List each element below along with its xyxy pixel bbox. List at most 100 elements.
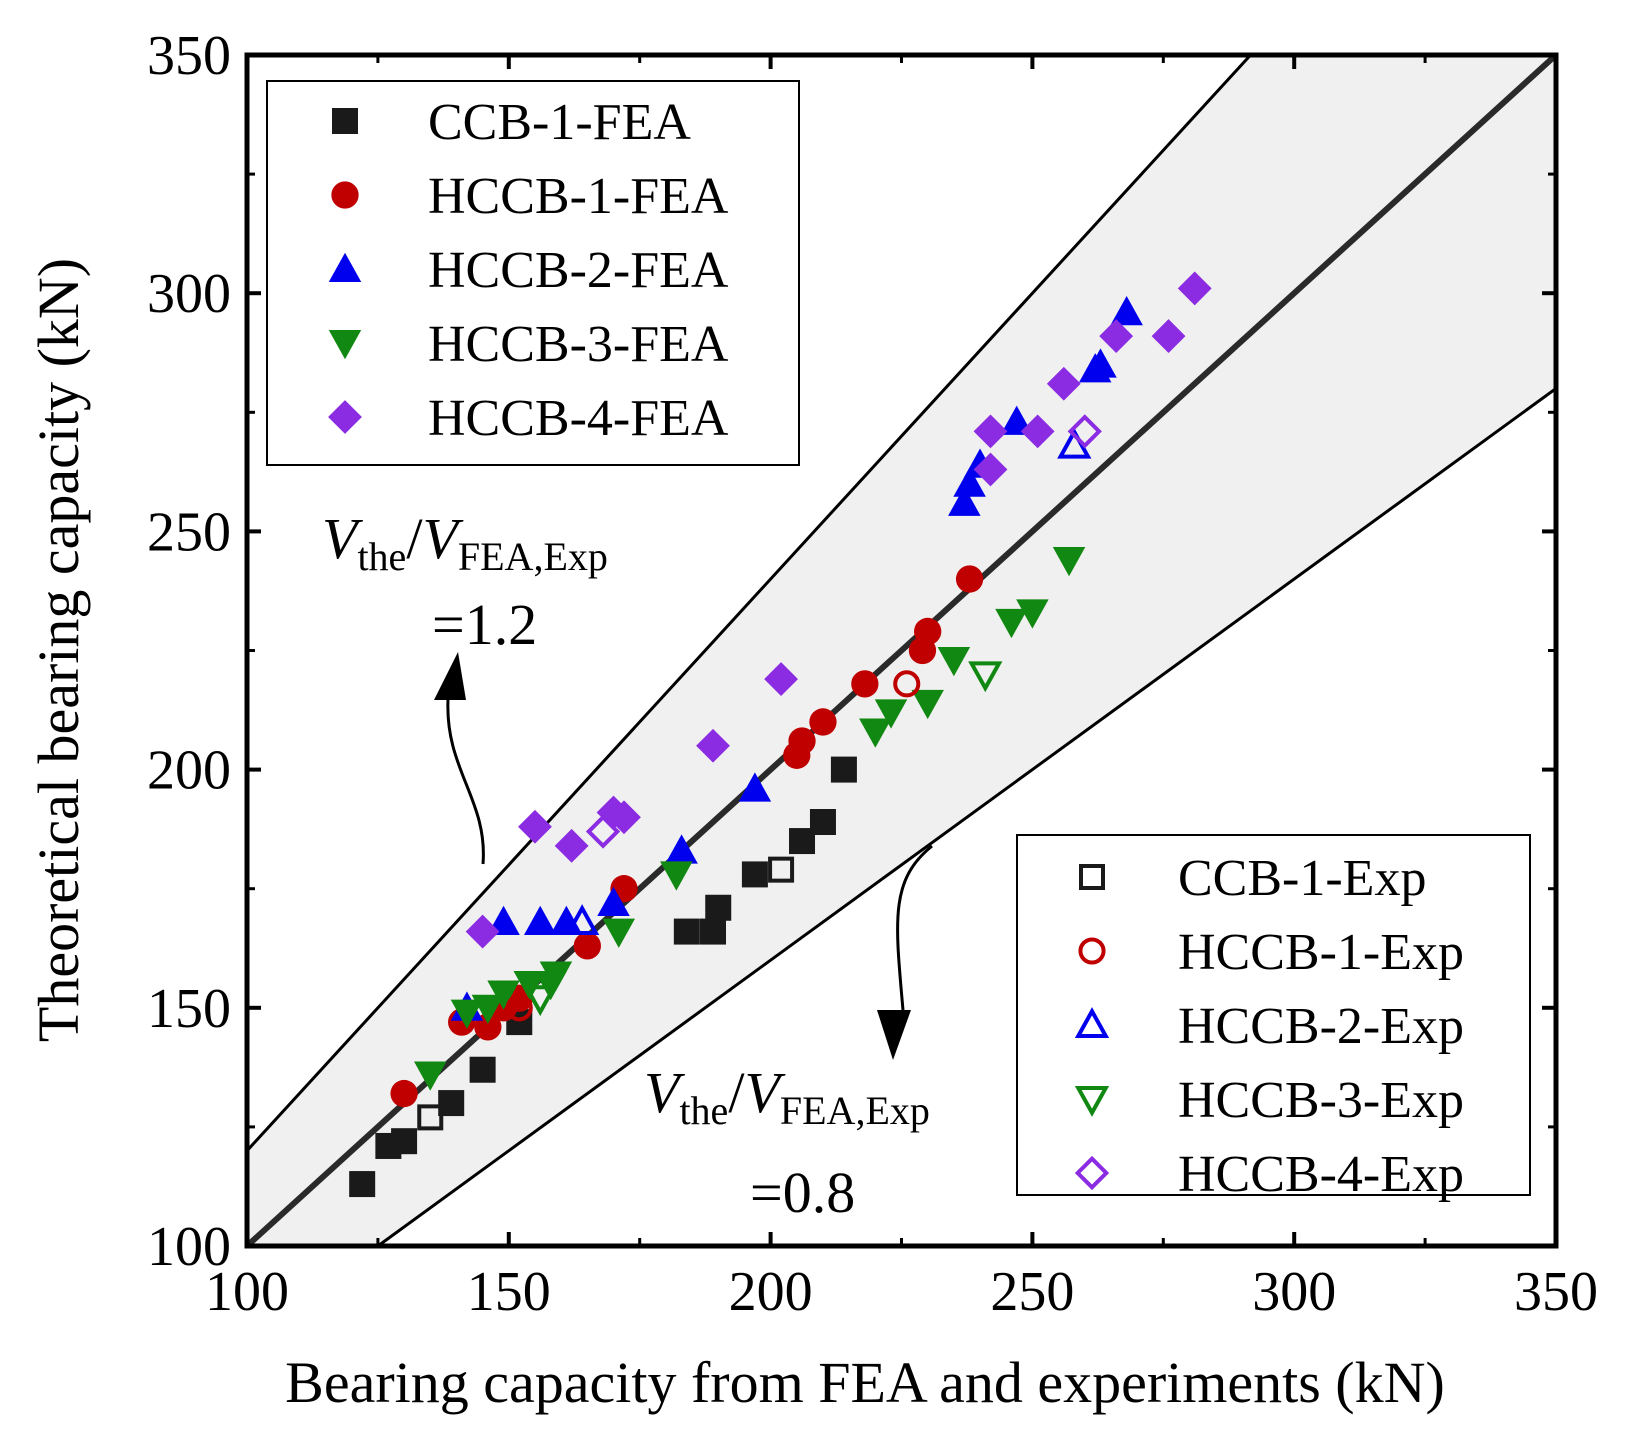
annotation-upper-arrowhead xyxy=(434,652,466,700)
data-point-HCCB-2-FEA xyxy=(523,905,557,936)
data-point-HCCB-3-FEA xyxy=(539,961,573,991)
data-point-HCCB-1-FEA xyxy=(390,1079,418,1108)
y-tick-label: 350 xyxy=(147,25,231,87)
legend-marker-HCCB-2-FEA xyxy=(328,252,362,282)
annotation-lower-value: =0.8 xyxy=(750,1160,855,1225)
y-tick-label: 100 xyxy=(147,1216,231,1278)
data-point-CCB-1-FEA xyxy=(349,1171,376,1198)
x-tick-label: 150 xyxy=(467,1261,551,1323)
data-point-CCB-1-Exp xyxy=(417,1104,444,1131)
data-point-CCB-1-FEA xyxy=(700,918,727,945)
data-point-HCCB-1-Exp xyxy=(893,670,921,698)
legend-fea: CCB-1-FEA HCCB-1-FEA HCCB-2-FEA HCCB-3-FEA H… xyxy=(266,80,800,466)
data-point-HCCB-2-FEA xyxy=(738,772,772,802)
legend-fea-items: CCB-1-FEA HCCB-1-FEA HCCB-2-FEA HCCB-3-FEA H… xyxy=(328,94,729,447)
y-tick-label: 300 xyxy=(147,263,231,325)
legend-marker-HCCB-4-Exp xyxy=(1074,1155,1110,1191)
series-HCCB-4-Exp xyxy=(585,414,1102,849)
data-point-CCB-1-FEA xyxy=(673,918,700,945)
data-point-CCB-1-Exp xyxy=(768,856,795,883)
data-point-CCB-1-FEA xyxy=(391,1128,418,1155)
legend-label-HCCB-2-Exp: HCCB-2-Exp xyxy=(1178,998,1464,1055)
y-axis-title: Theoretical bearing capacity (kN) xyxy=(26,258,91,1042)
data-point-HCCB-4-FEA xyxy=(973,452,1008,487)
annotation-upper-ratio: Vthe/VFEA,Exp xyxy=(322,506,608,579)
data-point-CCB-1-FEA xyxy=(705,894,732,921)
series-CCB-1-Exp xyxy=(417,856,795,1131)
data-point-HCCB-3-FEA xyxy=(911,689,944,720)
legend-label-HCCB-3-FEA: HCCB-3-FEA xyxy=(428,316,729,373)
x-tick-label: 250 xyxy=(990,1261,1074,1323)
data-point-CCB-1-FEA xyxy=(469,1056,496,1083)
data-point-HCCB-4-FEA xyxy=(554,828,589,863)
data-point-HCCB-3-FEA xyxy=(937,647,971,677)
data-point-HCCB-3-FEA xyxy=(1016,599,1049,629)
data-point-HCCB-4-FEA xyxy=(518,809,552,844)
legend-marker-CCB-1-Exp xyxy=(1079,864,1105,890)
legend-marker-HCCB-3-FEA xyxy=(328,330,362,360)
legend-exp: CCB-1-Exp HCCB-1-Exp HCCB-2-Exp HCCB-3-Exp H… xyxy=(1016,834,1531,1203)
series-HCCB-1-Exp xyxy=(505,670,921,1022)
data-point-HCCB-2-FEA xyxy=(953,467,986,497)
data-point-HCCB-3-FEA xyxy=(450,999,484,1029)
data-point-HCCB-2-FEA xyxy=(550,905,583,936)
data-point-HCCB-4-FEA xyxy=(1099,319,1134,353)
data-point-HCCB-4-FEA xyxy=(1046,366,1081,401)
x-tick-label: 350 xyxy=(1514,1261,1598,1323)
series-HCCB-3-Exp xyxy=(523,661,1003,1017)
legend-exp-box xyxy=(1016,834,1531,1196)
data-point-HCCB-1-FEA xyxy=(914,617,942,646)
data-point-HCCB-4-FEA xyxy=(465,914,500,949)
data-point-HCCB-3-FEA xyxy=(874,699,908,729)
legend-marker-HCCB-3-Exp xyxy=(1074,1086,1110,1117)
data-point-HCCB-2-Exp xyxy=(564,904,600,936)
reference-lines xyxy=(247,55,1556,1246)
data-point-CCB-1-FEA xyxy=(809,809,836,836)
data-point-HCCB-3-FEA xyxy=(471,994,505,1025)
data-point-HCCB-4-FEA xyxy=(764,662,798,696)
annotation-lower-arrowhead xyxy=(877,1010,911,1060)
legend-label-HCCB-2-FEA: HCCB-2-FEA xyxy=(428,242,729,299)
x-axis-title: Bearing capacity from FEA and experiment… xyxy=(285,1350,1445,1415)
legend-marker-HCCB-1-Exp xyxy=(1078,937,1106,965)
data-point-HCCB-3-FEA xyxy=(995,608,1028,639)
legend-marker-HCCB-4-FEA xyxy=(328,400,362,434)
legend-label-CCB-1-Exp: CCB-1-Exp xyxy=(1178,850,1426,907)
data-point-HCCB-4-FEA xyxy=(973,414,1008,449)
annotation-upper-value: =1.2 xyxy=(432,592,537,657)
data-point-HCCB-1-FEA xyxy=(573,932,601,960)
data-point-HCCB-2-FEA xyxy=(665,834,698,864)
data-point-CCB-1-FEA xyxy=(741,861,768,888)
annotation-lower-arrow xyxy=(896,844,933,1011)
legend-marker-HCCB-1-FEA xyxy=(331,181,359,209)
reference-line-equality xyxy=(247,55,1556,1246)
annotation-upper: Vthe/VFEA,Exp =1.2 xyxy=(322,506,608,865)
legend-marker-CCB-1-FEA xyxy=(332,108,358,134)
data-point-HCCB-4-FEA xyxy=(1177,271,1212,306)
data-point-HCCB-3-FEA xyxy=(859,718,892,748)
data-point-HCCB-4-Exp xyxy=(585,814,621,849)
data-point-CCB-1-FEA xyxy=(830,756,857,783)
data-point-HCCB-2-FEA xyxy=(1110,296,1143,326)
legend-label-HCCB-3-Exp: HCCB-3-Exp xyxy=(1178,1072,1464,1129)
reference-line-upper xyxy=(247,55,1253,1152)
legend-marker-HCCB-2-Exp xyxy=(1074,1007,1110,1038)
data-point-HCCB-1-FEA xyxy=(851,670,879,698)
data-point-HCCB-4-Exp xyxy=(1067,414,1102,449)
data-point-HCCB-3-FEA xyxy=(660,861,693,891)
annotation-lower-ratio: Vthe/VFEA,Exp xyxy=(644,1060,930,1133)
data-point-HCCB-2-FEA xyxy=(1084,348,1117,378)
data-point-HCCB-2-FEA xyxy=(948,486,981,516)
annotation-upper-arrow xyxy=(446,699,485,865)
legend-label-HCCB-4-FEA: HCCB-4-FEA xyxy=(428,390,729,447)
data-point-HCCB-3-FEA xyxy=(487,980,520,1010)
data-point-HCCB-1-FEA xyxy=(809,708,837,736)
reference-line-lower xyxy=(375,387,1556,1246)
data-point-HCCB-3-Exp xyxy=(968,661,1003,693)
data-point-HCCB-3-Exp xyxy=(523,985,558,1017)
annotation-lower: Vthe/VFEA,Exp =0.8 xyxy=(644,844,933,1225)
y-tick-label: 150 xyxy=(147,978,231,1040)
data-points xyxy=(349,271,1212,1198)
legend-label-HCCB-1-Exp: HCCB-1-Exp xyxy=(1178,924,1464,981)
x-tick-label: 300 xyxy=(1252,1261,1336,1323)
